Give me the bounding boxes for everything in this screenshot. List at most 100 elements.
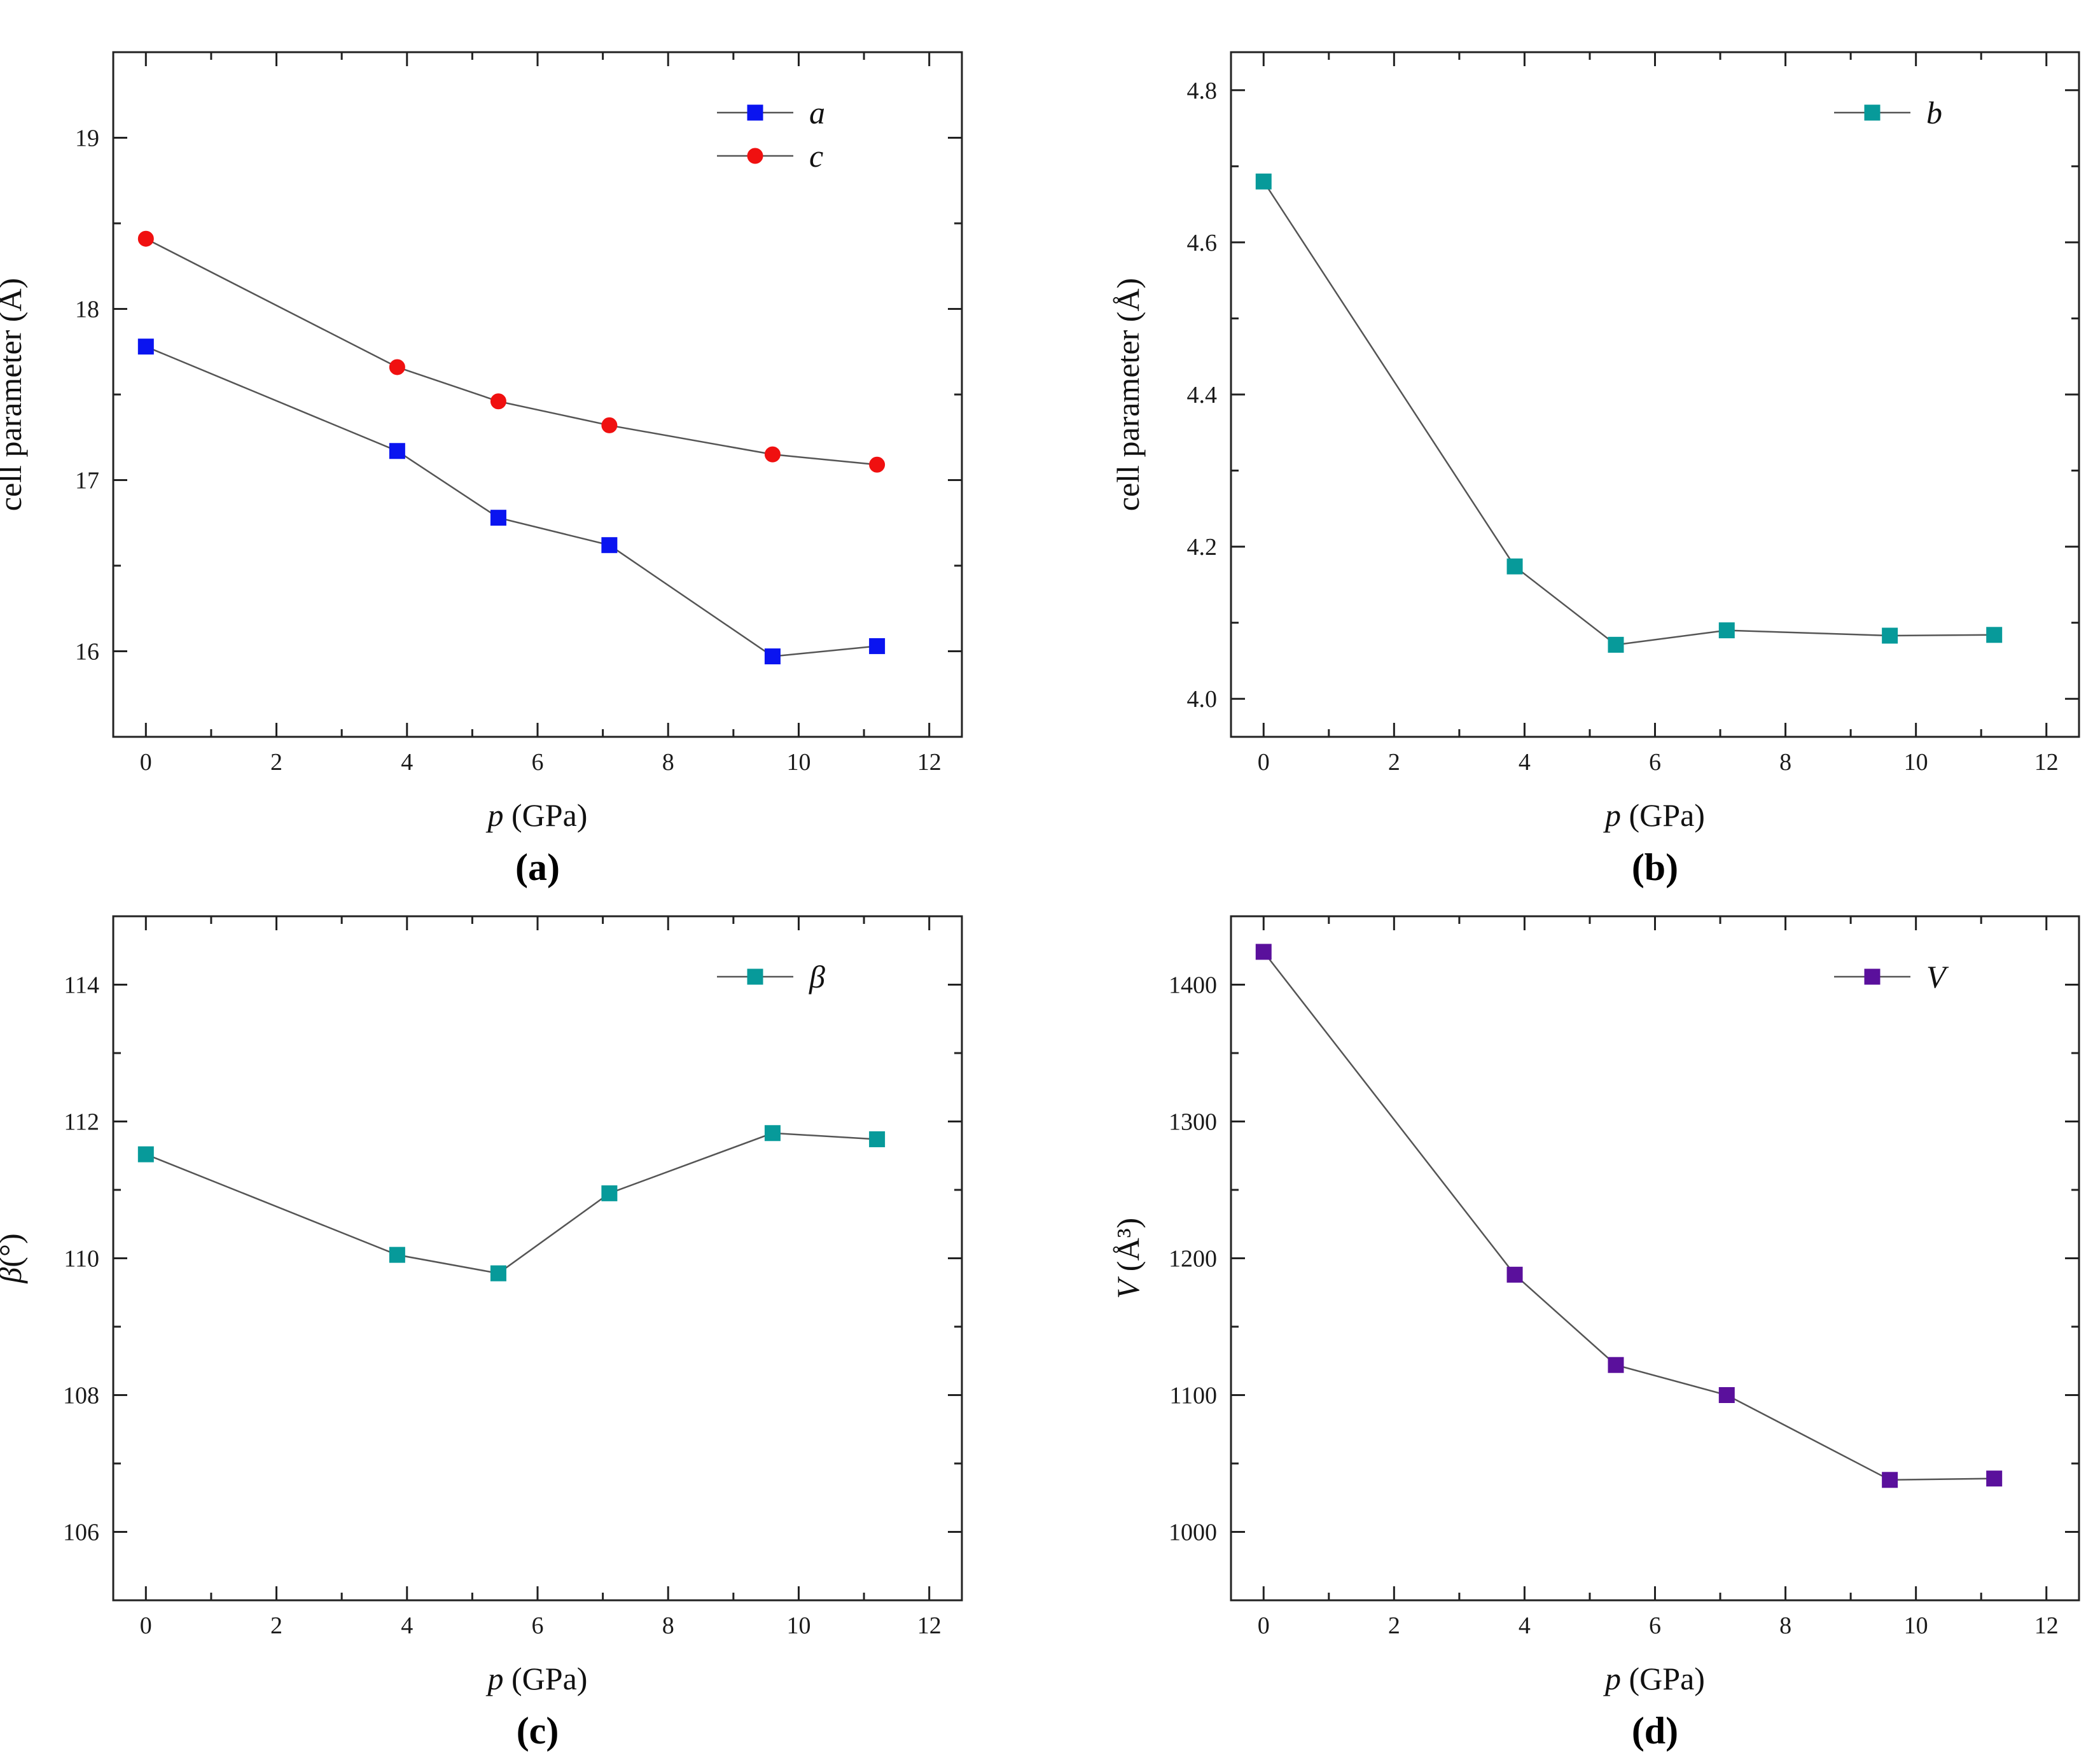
panel-c-xtick-label-5: 10 (786, 1612, 810, 1639)
panel-d-series-v (1255, 944, 2003, 1488)
panel-a-legend-a: a (717, 95, 825, 130)
panel-c-series-beta-point-0 (137, 1146, 154, 1163)
panel-d-frame (1230, 915, 2080, 1602)
panel-a-series-c-point-2 (490, 393, 506, 410)
panel-c-ytick-label-3: 112 (64, 1109, 99, 1136)
panel-a-frame (112, 51, 963, 738)
panel-a-xtick-label-3: 6 (532, 749, 544, 776)
panel-a-legend-c-text: c (809, 138, 823, 174)
panel-c-ytick-label-0: 106 (63, 1519, 99, 1546)
panel-a-ytick-label-3: 19 (75, 125, 99, 152)
panel-b-xtick-label-0: 0 (1258, 749, 1270, 776)
panel-c-series-beta-point-4 (764, 1125, 781, 1142)
panel-a-legend-c-marker (747, 148, 763, 164)
panel-d-xtick-label-0: 0 (1258, 1612, 1270, 1639)
panel-a-series-c (137, 230, 886, 473)
panel-c-ytick-label-4: 114 (64, 972, 99, 999)
panel-b-series-b-point-4 (1882, 627, 1898, 644)
panel-c: 0 2 4 6 8 10 12 106 108 110 112 114 p (GPa) (c) β(°) β (0, 915, 963, 1752)
panel-c-label: (c) (517, 1710, 559, 1752)
panel-d-xtick-label-4: 8 (1779, 1612, 1791, 1639)
panel-c-xtick-label-1: 2 (270, 1612, 282, 1639)
panel-d-series-v-point-5 (1986, 1470, 2003, 1487)
panel-a-xtick-label-2: 4 (401, 749, 413, 776)
panel-a-series-a-point-5 (869, 638, 886, 654)
panel-b-frame (1230, 51, 2080, 738)
panel-b-xtick-label-4: 8 (1779, 749, 1791, 776)
panel-d-ytick-label-2: 1200 (1169, 1246, 1217, 1273)
panel-b-xtick-label-2: 4 (1519, 749, 1531, 776)
panel-d-series-v-line (1263, 951, 1994, 1481)
panel-b-legend-b-marker (1864, 104, 1881, 121)
panel-d-legend-v: V (1834, 959, 1949, 995)
panel-c-series-beta-line (145, 1132, 877, 1275)
panel-a-xtick-label-6: 12 (917, 749, 942, 776)
panel-d-series-v-point-1 (1506, 1266, 1523, 1283)
panel-a-ytick-label-1: 17 (75, 468, 99, 494)
panel-b: 0 2 4 6 8 10 12 4.0 4.2 4.4 4.6 4.8 p (GPa) (b) cell p… (1110, 51, 2080, 888)
panel-a-series-c-point-3 (601, 417, 618, 433)
panel-b-ylabel: cell parameter (Å) (1110, 278, 1146, 511)
panel-d-legend-v-text: V (1926, 959, 1949, 995)
panel-d-xtick-label-1: 2 (1388, 1612, 1400, 1639)
panel-a-xtick-label-1: 2 (270, 749, 282, 776)
panel-d-ytick-label-1: 1100 (1169, 1383, 1217, 1409)
panel-a-series-a-line (145, 346, 877, 657)
panel-b-series-b (1255, 173, 2003, 653)
panel-a-series-a-point-1 (389, 443, 405, 459)
panel-a-xtick-label-4: 8 (662, 749, 674, 776)
panel-a-series-c-point-1 (389, 359, 405, 375)
panel-d: 0 2 4 6 8 10 12 1000 1100 1200 1300 1400 p (GPa) (d) V… (1110, 915, 2080, 1752)
panel-a: 0 2 4 6 8 10 12 16 17 18 19 p (GPa) (a) cell paramete… (0, 51, 963, 888)
panel-d-xlabel: p (GPa) (1603, 1661, 1705, 1696)
panel-d-ytick-label-0: 1000 (1169, 1519, 1217, 1546)
panel-a-series-c-point-0 (137, 230, 154, 247)
panel-d-xtick-label-5: 10 (1904, 1612, 1928, 1639)
panel-a-series-a-point-0 (137, 339, 154, 355)
panel-d-series-v-point-3 (1718, 1387, 1735, 1403)
panel-a-legend-a-text: a (809, 95, 825, 130)
panel-a-series-a-point-2 (490, 510, 506, 526)
panel-a-xtick-label-5: 10 (786, 749, 810, 776)
panel-c-series-beta (137, 1125, 886, 1282)
panel-b-series-b-point-3 (1718, 622, 1735, 639)
panel-a-legend-c: c (717, 138, 823, 174)
panel-b-series-b-point-5 (1986, 627, 2003, 643)
panel-b-xtick-label-5: 10 (1904, 749, 1928, 776)
panel-b-series-b-point-0 (1255, 173, 1272, 190)
panel-b-xtick-label-6: 12 (2034, 749, 2059, 776)
panel-a-ytick-label-0: 16 (75, 639, 99, 666)
panel-d-xtick-label-6: 12 (2034, 1612, 2059, 1639)
panel-b-xtick-label-3: 6 (1649, 749, 1661, 776)
panel-b-ytick-label-2: 4.4 (1187, 382, 1218, 409)
panel-a-ytick-label-2: 18 (75, 297, 99, 323)
panel-c-ytick-label-2: 110 (64, 1246, 99, 1273)
panel-b-ytick-label-0: 4.0 (1187, 686, 1218, 713)
panel-b-xtick-label-1: 2 (1388, 749, 1400, 776)
panel-b-series-b-point-1 (1506, 558, 1523, 575)
panel-a-xtick-label-0: 0 (140, 749, 152, 776)
panel-d-ytick-label-3: 1300 (1169, 1109, 1217, 1136)
panel-c-xtick-label-0: 0 (140, 1612, 152, 1639)
panel-a-series-a-point-3 (601, 537, 618, 554)
panel-a-series-a (137, 339, 886, 665)
panel-c-xtick-label-2: 4 (401, 1612, 413, 1639)
panel-a-legend-a-marker (747, 104, 763, 121)
panel-a-series-a-point-4 (764, 648, 781, 665)
panel-d-series-v-point-0 (1255, 944, 1272, 960)
panel-c-series-beta-point-1 (389, 1247, 405, 1263)
panel-b-ytick-label-3: 4.6 (1187, 230, 1218, 256)
panel-c-frame (112, 915, 963, 1602)
panel-c-series-beta-point-5 (869, 1131, 886, 1147)
panel-a-label: (a) (515, 846, 560, 888)
panel-b-xlabel: p (GPa) (1603, 797, 1705, 833)
panel-b-legend-b: b (1834, 95, 1942, 130)
panel-d-label: (d) (1632, 1710, 1678, 1752)
panel-d-ytick-label-4: 1400 (1169, 972, 1217, 999)
panel-c-xtick-label-3: 6 (532, 1612, 544, 1639)
panel-a-ylabel: cell parameter (Å) (0, 278, 28, 511)
panel-a-xlabel: p (GPa) (486, 797, 588, 833)
panel-c-series-beta-point-2 (490, 1265, 506, 1282)
panel-c-legend-beta-text: β (809, 959, 825, 995)
